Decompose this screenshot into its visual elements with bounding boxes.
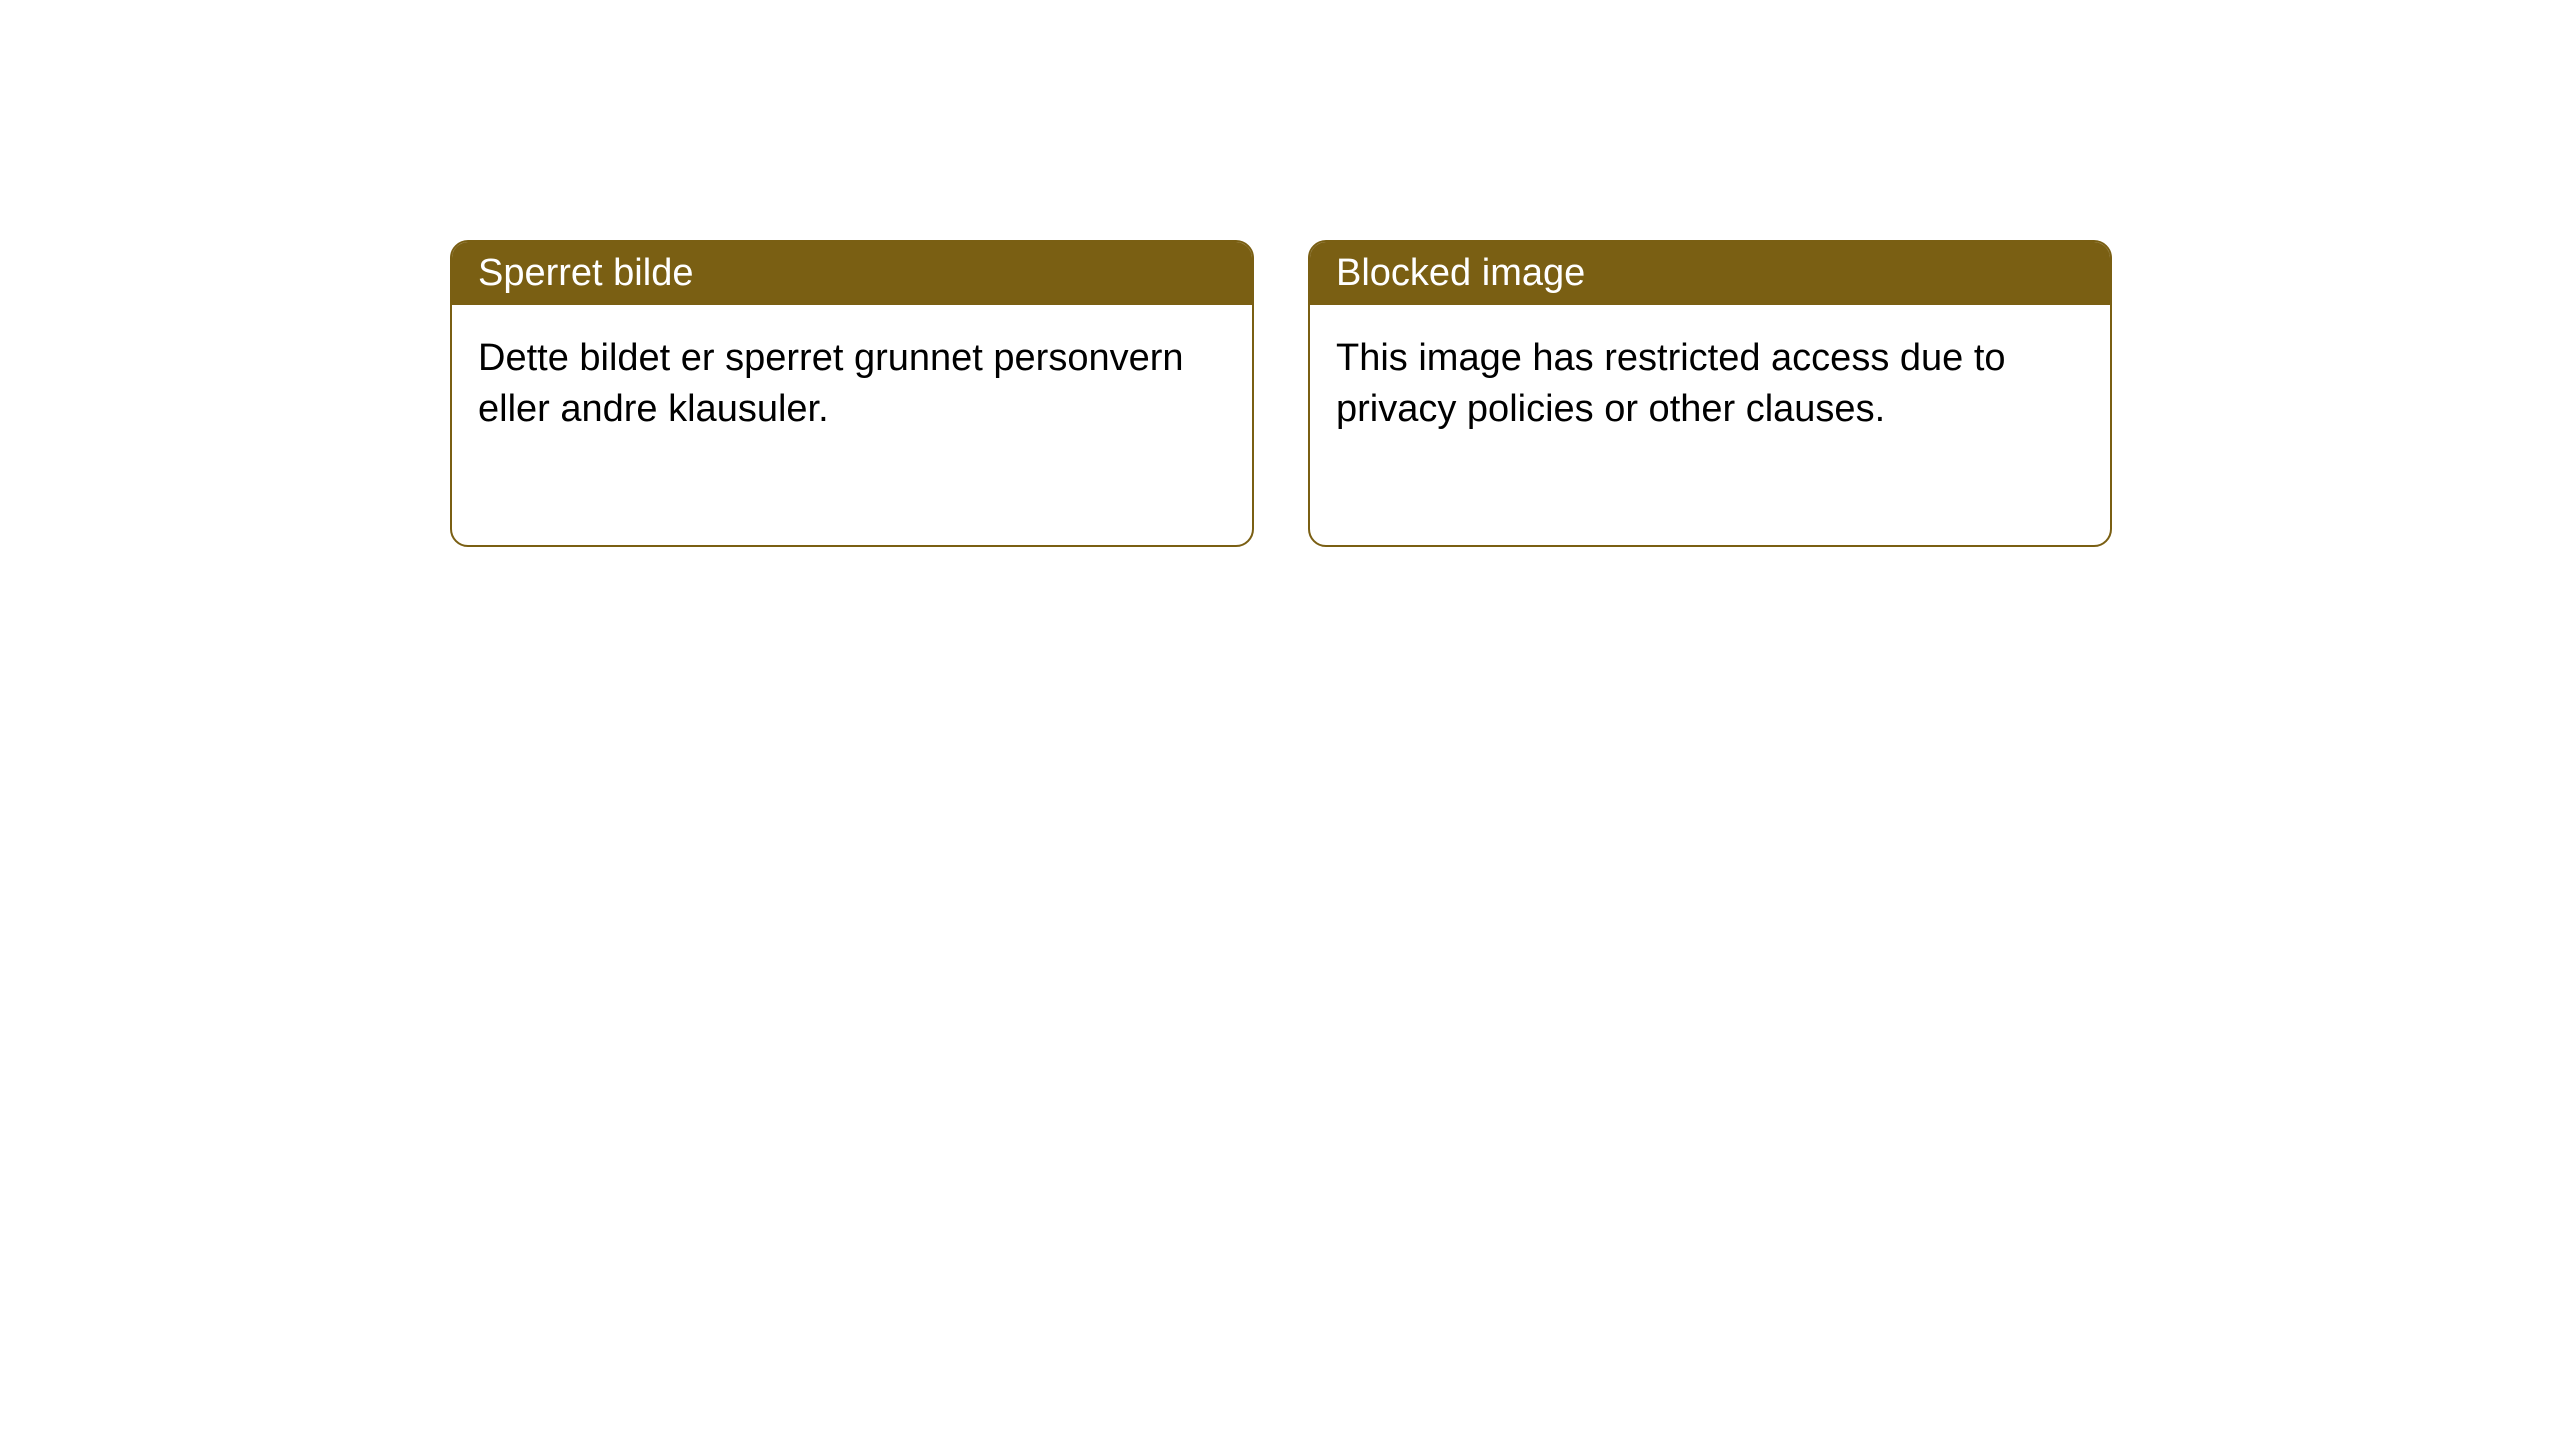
notice-header-english: Blocked image xyxy=(1310,242,2110,305)
notice-card-english: Blocked image This image has restricted … xyxy=(1308,240,2112,547)
notice-card-norwegian: Sperret bilde Dette bildet er sperret gr… xyxy=(450,240,1254,547)
notice-body-norwegian: Dette bildet er sperret grunnet personve… xyxy=(452,305,1252,545)
notice-body-english: This image has restricted access due to … xyxy=(1310,305,2110,545)
notice-header-norwegian: Sperret bilde xyxy=(452,242,1252,305)
notice-container: Sperret bilde Dette bildet er sperret gr… xyxy=(0,0,2560,547)
